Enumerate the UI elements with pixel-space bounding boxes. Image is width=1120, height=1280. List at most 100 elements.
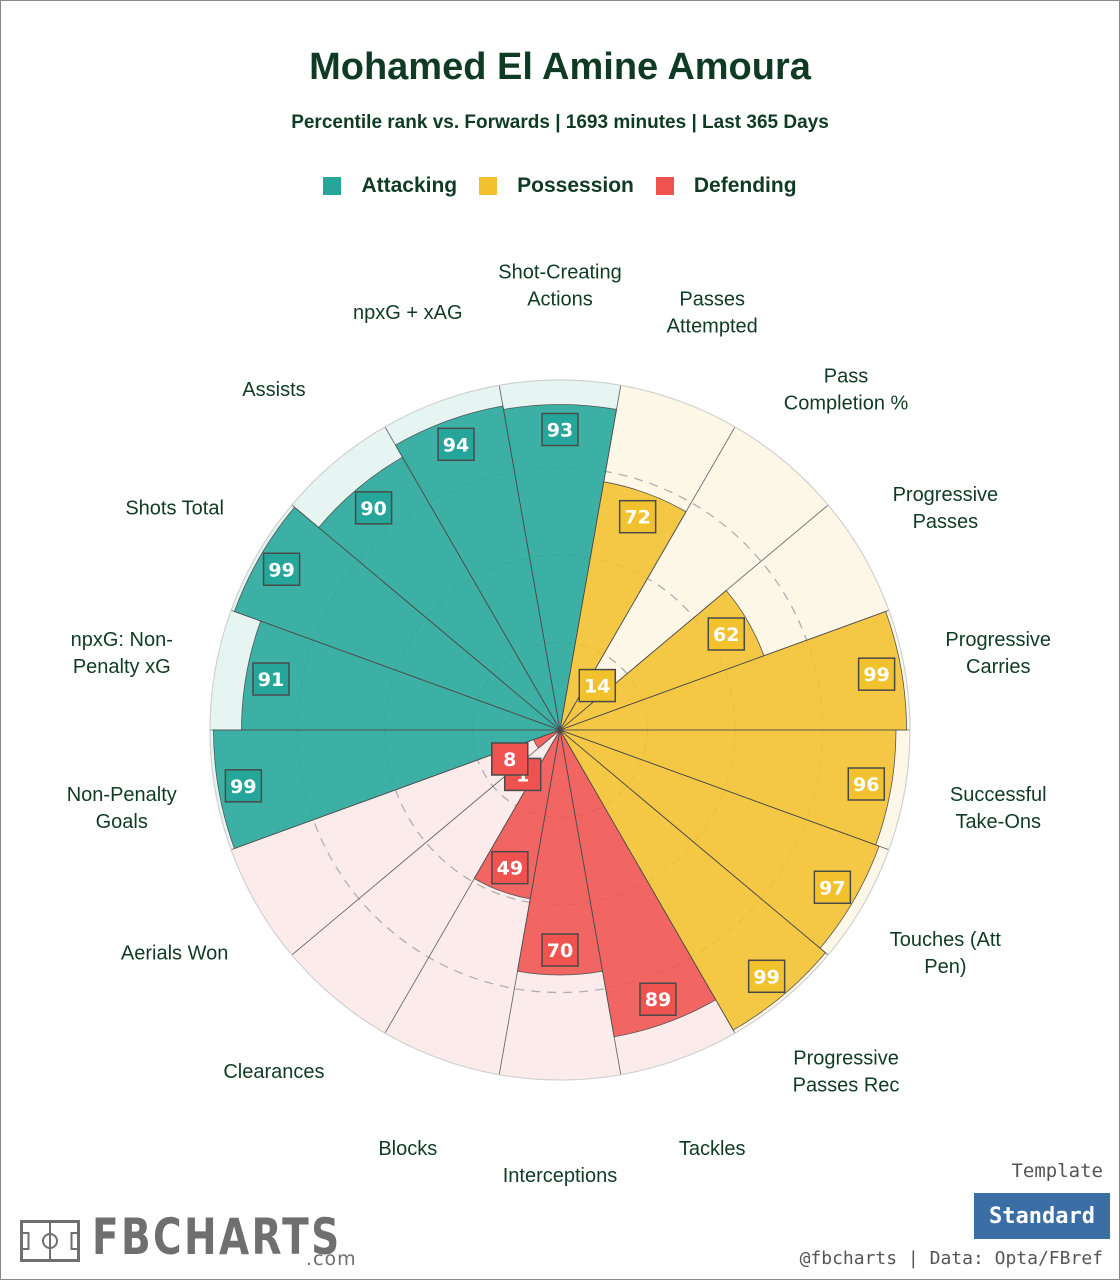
value-badge-box [813,870,852,904]
axis-label-shots-total: Shots Total [125,498,224,520]
value-badge-box [354,491,393,525]
value-badge-box [437,427,475,462]
value-badge-assists: 90 [354,491,393,525]
spoke-npxg-xag [384,426,561,731]
value-label: 93 [547,420,573,442]
legend-swatch-attacking [323,177,342,195]
value-label: 90 [360,498,386,520]
value-badge-passes-attempted: 72 [618,499,657,534]
value-label: 72 [624,507,650,529]
value-badge-shots-total: 99 [262,552,301,586]
template-button[interactable]: Standard [974,1193,1110,1239]
value-badge-box [707,617,746,651]
logo-suffix: .com [306,1248,357,1270]
value-badge-npxg-xag: 94 [437,427,475,462]
value-badge-shot-creating-actions: 93 [541,412,579,447]
value-badge-box [491,742,529,776]
value-label: 97 [819,877,845,899]
value-badge-box [857,657,896,691]
value-label: 62 [713,624,739,646]
axis-label-assists: Assists [242,379,305,401]
axis-label-interceptions: Interceptions [503,1165,618,1187]
pitch-icon [20,1220,80,1262]
value-label: 70 [547,940,573,962]
legend-swatch-possession [479,177,498,195]
legend-label-attacking: Attacking [361,174,458,197]
value-badge-box [578,668,617,703]
value-label: 99 [863,664,889,686]
value-badges: 9372146299969799897049189991999094 [224,412,896,1016]
value-badge-box [747,959,786,994]
axis-label-pass-completion: Pass Completion % [784,366,909,415]
value-badge-npxg-non-penalty-xg: 91 [252,662,290,696]
axis-labels: Shot-Creating Actions Passes Attempted Pass C… [67,262,1051,1188]
value-badge-non-penalty-goals: 99 [224,769,263,803]
axis-label-aerials-won: Aerials Won [121,943,228,965]
axis-label-non-penalty-goals: Non-Penalty Goals [67,784,177,833]
value-label: 94 [443,434,469,456]
value-badge-successful-take-ons: 96 [847,767,886,801]
value-badge-tackles: 89 [639,982,677,1016]
value-label: 14 [584,676,610,698]
value-badge-aerials-won: 8 [491,742,529,776]
value-badge-progressive-passes: 62 [707,617,746,651]
value-badge-box [224,769,263,803]
spoke-blocks [498,729,561,1075]
value-badge-box [491,850,529,885]
value-badge-pass-completion: 14 [578,668,617,703]
axis-label-progressive-passes: Progressive Passes [893,484,999,533]
template-label: Template [1011,1160,1103,1182]
logo-wordmark: FBCHARTS [92,1208,342,1266]
axis-label-blocks: Blocks [378,1138,437,1160]
spoke-passes-attempted [559,385,622,731]
value-badge-progressive-passes-rec: 99 [747,959,786,994]
spoke-progressive-passes-rec [559,729,829,956]
axis-label-clearances: Clearances [223,1061,324,1083]
value-badge-touches-att-pen: 97 [813,870,852,904]
outer-ring [209,379,911,1081]
chart-subtitle: Percentile rank vs. Forwards | 1693 minu… [291,112,829,133]
data-credit: @fbcharts | Data: Opta/FBref [799,1248,1103,1269]
value-badge-interceptions: 70 [541,933,579,967]
spoke-assists [291,504,561,731]
value-badge-box [618,499,657,534]
legend-item-defending: Defending [655,174,797,198]
value-label: 8 [503,749,516,771]
axis-label-successful-take-ons: Successful Take-Ons [950,784,1047,833]
fbcharts-logo: FBCHARTS .com [20,1208,412,1270]
axis-label-shot-creating-actions: Shot-Creating Actions [498,262,621,311]
legend-swatch-defending [655,177,674,195]
axis-label-progressive-carries: Progressive Carries [945,629,1051,678]
spoke-progressive-carries [559,609,890,731]
value-label: 99 [230,776,256,798]
axis-label-npxg-xag: npxG + xAG [353,302,463,324]
legend-label-defending: Defending [693,174,797,197]
spoke-shots-total [230,609,561,731]
spoke-shot-creating-actions [498,385,561,731]
legend-item-attacking: Attacking [323,174,457,198]
spoke-tackles [559,729,736,1034]
value-badge-box [262,552,301,586]
value-label: 99 [268,559,294,581]
spoke-touches-att-pen [559,729,890,851]
axis-label-npxg-non-penalty-xg: npxG: Non-Penalty xG [71,629,173,678]
axis-label-progressive-passes-rec: Progressive Passes Rec [793,1047,900,1096]
legend: Attacking Possession Defending [0,174,1120,198]
value-badge-box [541,933,579,967]
value-badge-blocks: 49 [491,850,529,885]
value-label: 91 [258,669,284,691]
value-badge-box [639,982,677,1016]
value-label: 89 [645,989,671,1011]
chart-title: Mohamed El Amine Amoura [309,46,811,88]
value-label: 96 [853,774,879,796]
value-label: 99 [753,966,779,988]
value-label: 49 [497,858,523,880]
axis-label-passes-attempted: Passes Attempted [667,288,758,337]
value-badge-box [541,412,579,447]
bars [213,404,907,1038]
axis-label-tackles: Tackles [679,1138,746,1160]
value-badge-progressive-carries: 99 [857,657,896,691]
value-badge-box [252,662,290,696]
spoke-interceptions [559,729,622,1075]
